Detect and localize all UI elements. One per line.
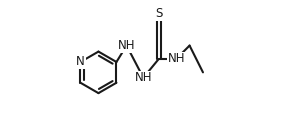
Text: N: N bbox=[76, 55, 85, 68]
Text: S: S bbox=[155, 7, 162, 20]
Text: NH: NH bbox=[135, 71, 152, 84]
Text: NH: NH bbox=[118, 39, 135, 52]
Text: NH: NH bbox=[168, 52, 185, 66]
